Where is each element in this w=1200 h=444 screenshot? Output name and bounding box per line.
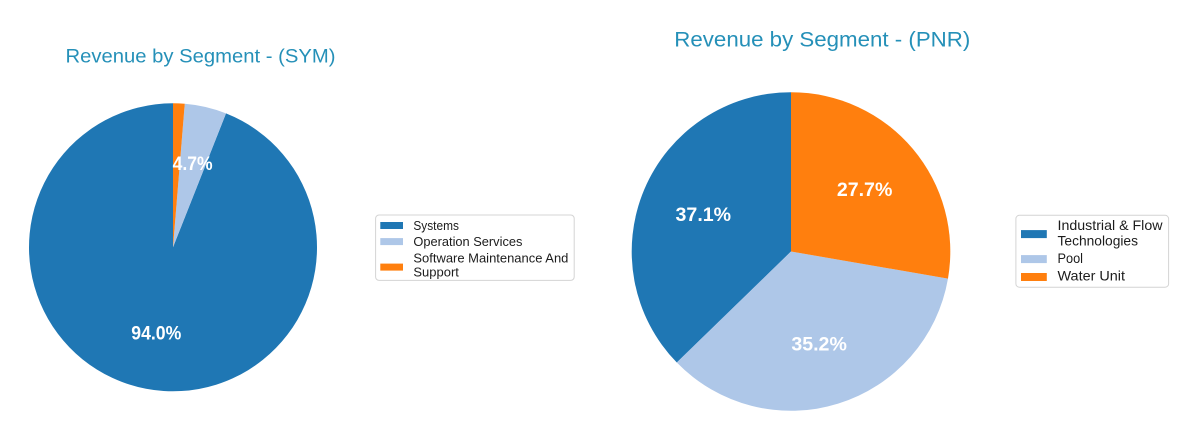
svg-text:Water Unit: Water Unit bbox=[1058, 268, 1126, 283]
svg-text:94.0%: 94.0% bbox=[131, 323, 181, 345]
svg-text:Technologies: Technologies bbox=[1058, 233, 1139, 248]
svg-text:Operation Services: Operation Services bbox=[413, 234, 522, 249]
svg-text:37.1%: 37.1% bbox=[676, 205, 732, 226]
svg-text:27.7%: 27.7% bbox=[837, 180, 893, 201]
svg-text:Systems: Systems bbox=[413, 218, 459, 233]
svg-text:Industrial & Flow: Industrial & Flow bbox=[1058, 218, 1163, 233]
svg-text:Pool: Pool bbox=[1058, 251, 1084, 266]
svg-text:Software Maintenance And: Software Maintenance And bbox=[413, 250, 568, 265]
svg-text:Revenue by Segment - (SYM): Revenue by Segment - (SYM) bbox=[66, 47, 336, 68]
svg-text:4.7%: 4.7% bbox=[173, 153, 213, 175]
svg-text:Revenue by Segment - (PNR): Revenue by Segment - (PNR) bbox=[674, 28, 970, 52]
svg-text:Support: Support bbox=[413, 265, 459, 280]
svg-text:35.2%: 35.2% bbox=[791, 334, 847, 355]
